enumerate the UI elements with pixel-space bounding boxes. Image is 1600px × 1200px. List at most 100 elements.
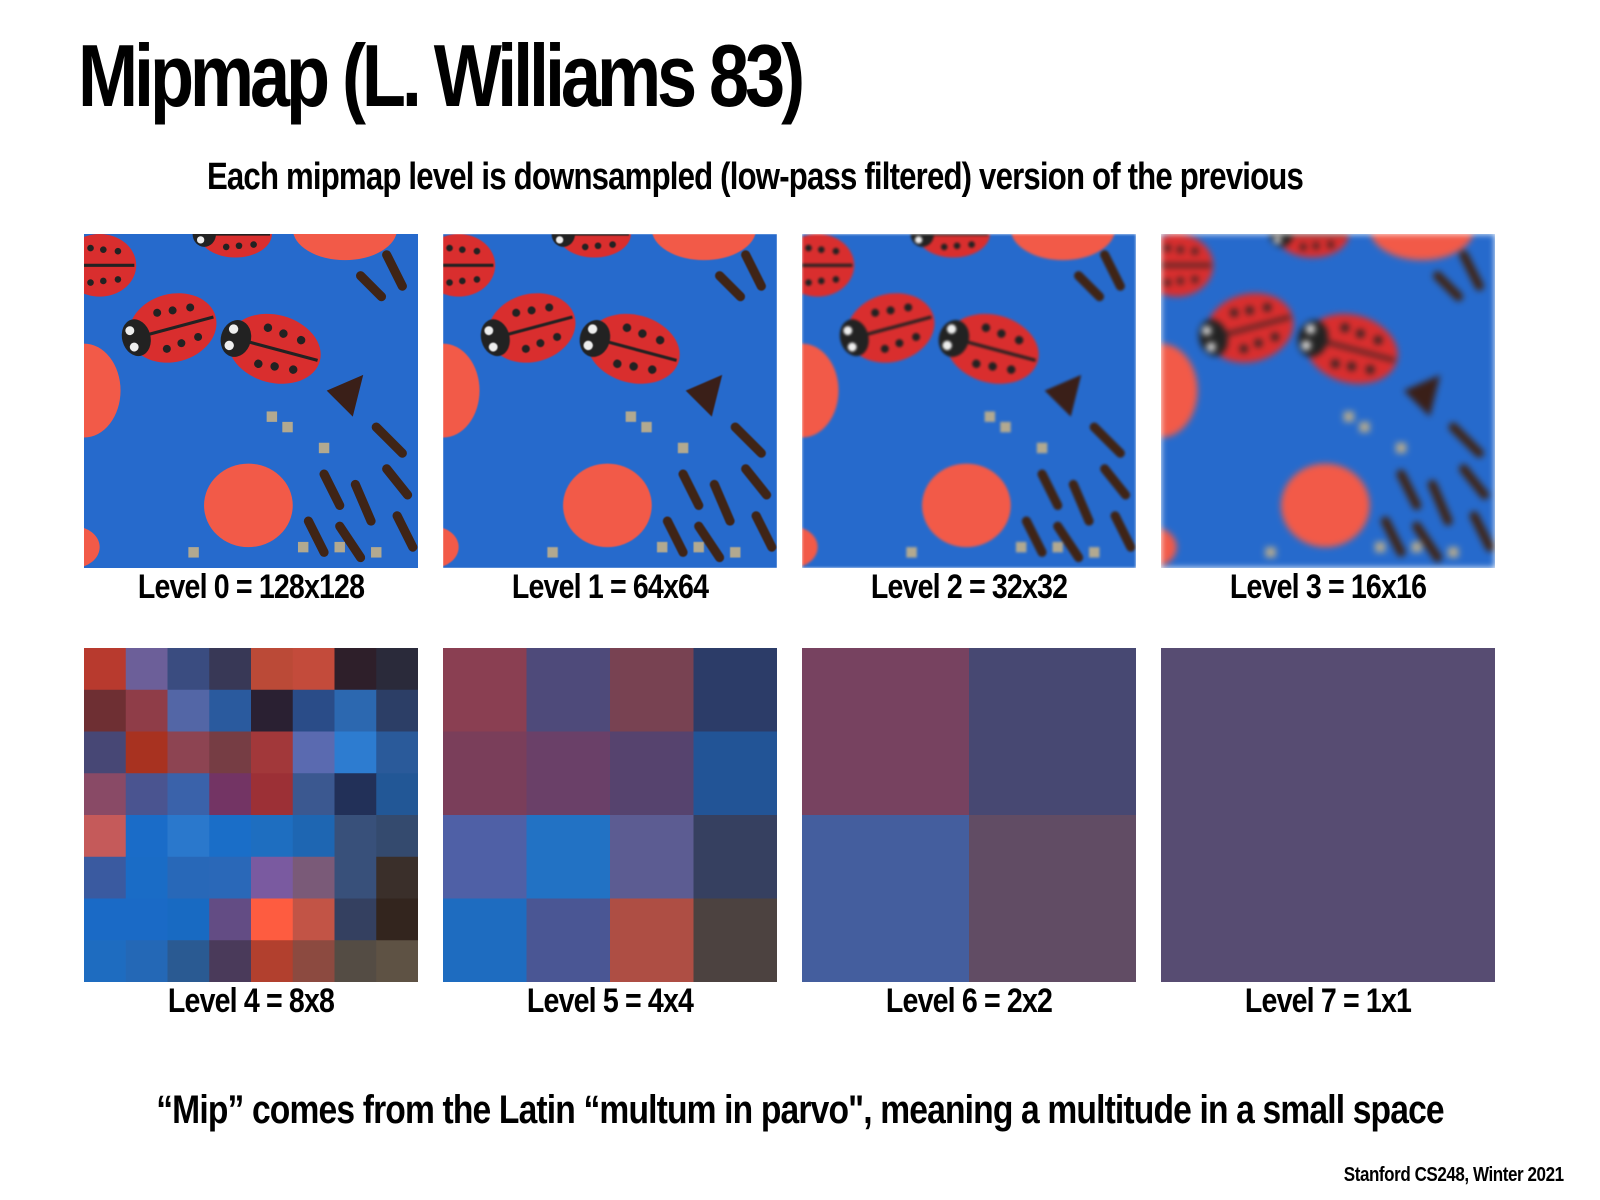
texel (84, 940, 127, 982)
chocolate-sprinkle (1089, 422, 1125, 458)
chocolate-sprinkle (1110, 511, 1136, 552)
ladybug-cookie (1269, 234, 1349, 258)
chocolate-sprinkle (1469, 511, 1495, 552)
texel (334, 731, 378, 775)
ladybug-cookie (579, 313, 680, 384)
ladybug-photo-image (84, 234, 418, 568)
chocolate-sprinkle (1412, 521, 1443, 563)
texel (693, 648, 777, 734)
chocolate-chip (1044, 374, 1082, 417)
sugar-crystal (371, 547, 382, 558)
sugar-crystal (1374, 541, 1386, 553)
texel (292, 648, 336, 691)
ladybug-cookie (910, 234, 990, 258)
texel (334, 773, 378, 816)
chocolate-sprinkle (319, 469, 345, 510)
texel (251, 648, 294, 691)
texel (693, 815, 777, 901)
ladybug-cookie (192, 234, 272, 258)
texel (251, 856, 294, 900)
level-7-caption: Level 7 = 1x1 (1244, 982, 1412, 1020)
sugar-crystal (266, 411, 278, 422)
texel (610, 648, 696, 734)
texel (167, 856, 211, 900)
red-candy (1161, 527, 1177, 567)
texel (526, 898, 612, 982)
mipmap-level-2-image (802, 234, 1136, 568)
chocolate-sprinkle (1396, 469, 1422, 510)
sugar-crystal (318, 442, 330, 454)
ladybug-photo-image (443, 234, 777, 568)
sugar-crystal (1343, 411, 1355, 422)
sugar-crystal (1359, 421, 1370, 433)
chocolate-sprinkle (694, 521, 725, 563)
chocolate-sprinkle (382, 250, 407, 291)
texel (209, 773, 252, 816)
red-candy (1281, 463, 1370, 548)
texel (376, 731, 418, 775)
texel (292, 898, 336, 942)
mipmap-level-6-image (802, 648, 1136, 982)
texel (292, 689, 336, 733)
red-candy (922, 463, 1011, 548)
texel (251, 773, 294, 816)
sugar-crystal (1395, 442, 1407, 454)
ladybug-cookie (551, 234, 631, 258)
sugar-crystal (1265, 547, 1276, 558)
texel (376, 815, 418, 858)
texel (84, 856, 127, 900)
sugar-crystal (1015, 541, 1027, 553)
texel (610, 898, 696, 982)
texel (969, 815, 1136, 982)
mip-etymology-quote: “Mip” comes from the Latin “multum in pa… (156, 1088, 1444, 1132)
chocolate-sprinkle (1459, 250, 1484, 291)
ladybug-cookie (220, 313, 321, 384)
red-candy (802, 527, 818, 567)
texel (167, 689, 211, 733)
ladybug-cookie (480, 293, 576, 363)
ladybug-cookie (443, 234, 496, 297)
chocolate-sprinkle (730, 422, 766, 458)
texel (84, 815, 127, 858)
sugar-crystal (547, 547, 558, 558)
chocolate-sprinkle (1380, 516, 1406, 557)
ladybug-cookie (839, 293, 935, 363)
texel (167, 815, 211, 858)
texel (526, 815, 612, 901)
level-2-caption: Level 2 = 32x32 (870, 568, 1068, 606)
red-candy (563, 463, 652, 548)
ladybug-cookie (84, 234, 137, 297)
chocolate-sprinkle (1427, 479, 1453, 526)
level-5-pixel-grid (443, 648, 777, 982)
chocolate-sprinkle (382, 464, 413, 500)
level-0-caption: Level 0 = 128x128 (137, 568, 365, 606)
texel (610, 815, 696, 901)
texel (1161, 648, 1495, 982)
chocolate-sprinkle (356, 271, 387, 302)
sugar-crystal (641, 421, 652, 433)
texel (292, 773, 336, 816)
texel (334, 856, 378, 900)
texel (251, 898, 294, 942)
chocolate-sprinkle (371, 422, 407, 458)
texel (292, 856, 336, 900)
chocolate-sprinkle (350, 479, 376, 526)
chocolate-sprinkle (715, 271, 746, 302)
slide-title: Mipmap (L. Williams 83) (78, 26, 805, 125)
level-1-caption: Level 1 = 64x64 (511, 568, 709, 606)
level-6-pixel-grid (802, 648, 1136, 982)
red-candy (293, 234, 397, 261)
texel (251, 689, 294, 733)
sugar-crystal (656, 541, 668, 553)
mipmap-level-3-image (1161, 234, 1495, 568)
texel (209, 898, 252, 942)
texel (292, 940, 336, 982)
red-candy (84, 527, 100, 567)
texel (443, 731, 529, 817)
texel (693, 731, 777, 817)
level-3-caption: Level 3 = 16x16 (1229, 568, 1427, 606)
texel (125, 940, 169, 982)
ladybug-photo-image (802, 234, 1136, 568)
sugar-crystal (282, 421, 293, 433)
sugar-crystal (1036, 442, 1048, 454)
